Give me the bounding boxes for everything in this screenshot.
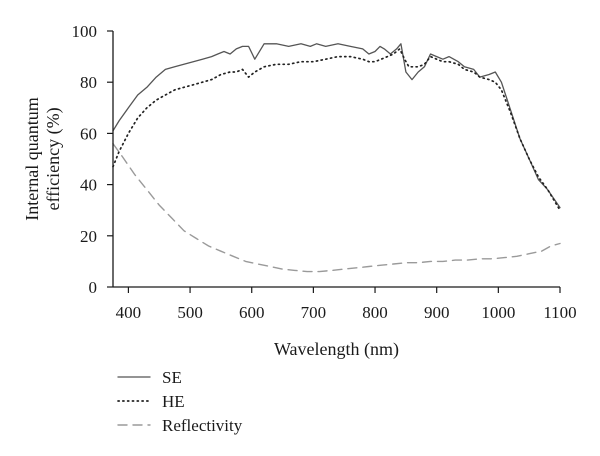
y-axis-title-line-2: efficiency (%)	[43, 107, 64, 210]
legend-label-reflectivity: Reflectivity	[162, 416, 243, 435]
y-axis-title-line-1: Internal quantum	[22, 97, 42, 220]
y-tick-label: 100	[72, 22, 98, 41]
x-tick-label: 1100	[543, 303, 576, 322]
legend-label-se: SE	[162, 368, 182, 387]
x-tick-label: 400	[116, 303, 142, 322]
x-axis-ticks: 400 500 600 700 800 900 1000 1100	[116, 287, 577, 322]
series-line-reflectivity	[112, 142, 561, 273]
axes	[112, 31, 560, 288]
y-axis-title: Internal quantum efficiency (%)	[22, 97, 64, 220]
x-tick-label: 500	[177, 303, 203, 322]
legend-label-he: HE	[162, 392, 185, 411]
x-tick-label: 1000	[481, 303, 515, 322]
series-line-se	[112, 43, 561, 209]
x-tick-label: 900	[424, 303, 450, 322]
legend: SE HE Reflectivity	[117, 368, 243, 435]
plot-area	[112, 43, 561, 273]
x-tick-label: 700	[301, 303, 327, 322]
y-tick-label: 0	[89, 278, 98, 297]
y-tick-label: 40	[80, 176, 97, 195]
y-tick-label: 20	[80, 227, 97, 246]
x-tick-label: 800	[362, 303, 388, 322]
x-tick-label: 600	[239, 303, 265, 322]
x-axis-title: Wavelength (nm)	[274, 339, 399, 360]
y-tick-label: 60	[80, 124, 97, 143]
y-axis-ticks: 0 20 40 60 80 100	[72, 22, 113, 297]
series-line-he	[112, 48, 561, 212]
y-tick-label: 80	[80, 73, 97, 92]
